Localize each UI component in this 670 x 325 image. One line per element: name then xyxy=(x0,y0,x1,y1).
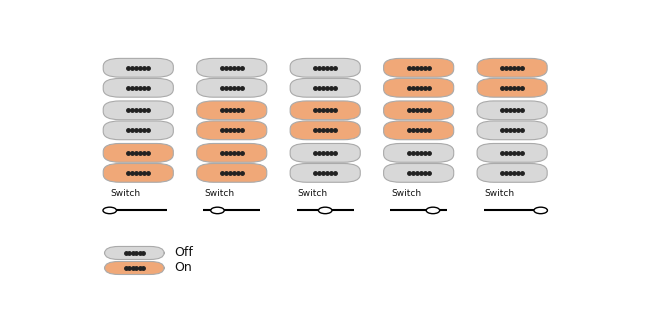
FancyBboxPatch shape xyxy=(103,143,174,162)
Text: Switch: Switch xyxy=(297,189,328,198)
Circle shape xyxy=(318,207,332,214)
FancyBboxPatch shape xyxy=(384,58,454,77)
FancyBboxPatch shape xyxy=(384,121,454,140)
FancyBboxPatch shape xyxy=(103,163,174,182)
Text: On: On xyxy=(175,262,192,275)
FancyBboxPatch shape xyxy=(384,78,454,97)
FancyBboxPatch shape xyxy=(197,143,267,162)
FancyBboxPatch shape xyxy=(197,121,267,140)
FancyBboxPatch shape xyxy=(477,143,547,162)
FancyBboxPatch shape xyxy=(103,121,174,140)
FancyBboxPatch shape xyxy=(105,246,164,259)
FancyBboxPatch shape xyxy=(290,121,360,140)
Circle shape xyxy=(103,207,117,214)
FancyBboxPatch shape xyxy=(103,101,174,120)
Text: Switch: Switch xyxy=(204,189,234,198)
FancyBboxPatch shape xyxy=(384,101,454,120)
FancyBboxPatch shape xyxy=(290,58,360,77)
Text: Switch: Switch xyxy=(391,189,421,198)
FancyBboxPatch shape xyxy=(290,78,360,97)
FancyBboxPatch shape xyxy=(384,163,454,182)
FancyBboxPatch shape xyxy=(290,101,360,120)
Circle shape xyxy=(426,207,440,214)
FancyBboxPatch shape xyxy=(103,58,174,77)
FancyBboxPatch shape xyxy=(477,78,547,97)
FancyBboxPatch shape xyxy=(197,58,267,77)
FancyBboxPatch shape xyxy=(290,163,360,182)
FancyBboxPatch shape xyxy=(384,143,454,162)
Text: Off: Off xyxy=(175,246,194,259)
FancyBboxPatch shape xyxy=(197,163,267,182)
Text: Switch: Switch xyxy=(111,189,141,198)
Circle shape xyxy=(210,207,224,214)
FancyBboxPatch shape xyxy=(103,78,174,97)
FancyBboxPatch shape xyxy=(477,101,547,120)
FancyBboxPatch shape xyxy=(105,262,164,275)
FancyBboxPatch shape xyxy=(290,143,360,162)
FancyBboxPatch shape xyxy=(477,58,547,77)
FancyBboxPatch shape xyxy=(197,101,267,120)
Text: Switch: Switch xyxy=(484,189,515,198)
FancyBboxPatch shape xyxy=(477,163,547,182)
Circle shape xyxy=(534,207,547,214)
FancyBboxPatch shape xyxy=(197,78,267,97)
FancyBboxPatch shape xyxy=(477,121,547,140)
